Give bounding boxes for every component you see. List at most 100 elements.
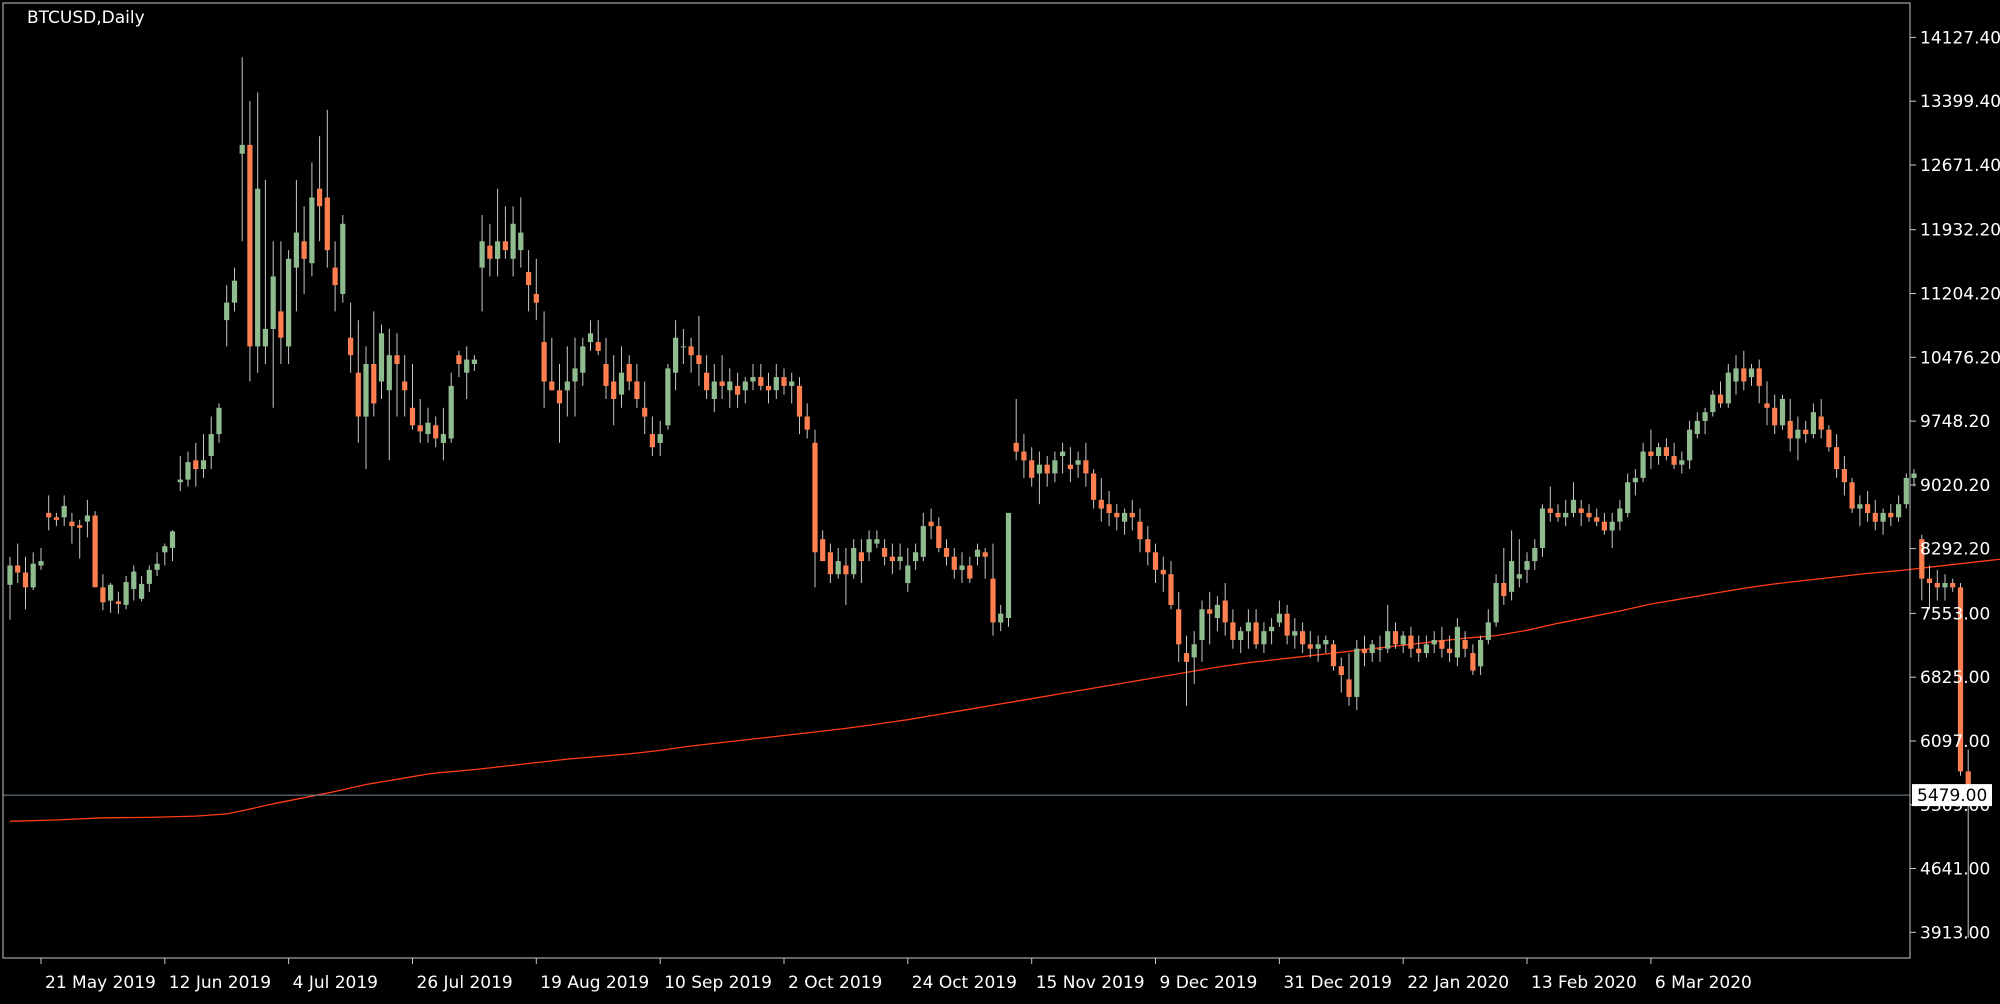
candle bbox=[1145, 526, 1151, 566]
candle bbox=[1934, 569, 1940, 601]
candle bbox=[1911, 469, 1917, 487]
candle-body-bull bbox=[913, 552, 919, 562]
candle bbox=[827, 543, 833, 583]
candle-body-bull bbox=[727, 381, 733, 391]
x-tick-label: 13 Feb 2020 bbox=[1531, 973, 1637, 993]
candle-body-bear bbox=[595, 342, 601, 351]
candle bbox=[1516, 539, 1522, 588]
candle bbox=[719, 355, 725, 399]
candle bbox=[897, 543, 903, 570]
candle-body-bull bbox=[495, 241, 501, 259]
candle-body-bull bbox=[974, 549, 981, 557]
candle-body-bull bbox=[998, 613, 1004, 623]
candle-body-bear bbox=[1950, 583, 1956, 588]
candle bbox=[1826, 425, 1832, 452]
candle bbox=[1632, 469, 1638, 496]
candle bbox=[1733, 355, 1739, 395]
candle-body-bear bbox=[1803, 429, 1809, 435]
candle-body-bull bbox=[1276, 613, 1282, 623]
candle bbox=[146, 565, 152, 592]
candle-body-bear bbox=[1207, 609, 1213, 614]
candle bbox=[1067, 447, 1073, 483]
candle-body-bear bbox=[77, 525, 83, 528]
candle-body-bear bbox=[1717, 394, 1724, 404]
candle bbox=[84, 499, 90, 538]
candle-body-bull bbox=[1733, 368, 1739, 382]
candle-body-bear bbox=[301, 241, 307, 259]
candle-body-bear bbox=[781, 377, 787, 386]
candle-body-bear bbox=[943, 548, 950, 557]
candle-body-bear bbox=[1787, 420, 1793, 439]
x-tick-label: 6 Mar 2020 bbox=[1655, 973, 1752, 993]
candle-body-bull bbox=[773, 377, 779, 391]
candle bbox=[100, 574, 106, 611]
candle bbox=[1160, 556, 1166, 592]
candle bbox=[1547, 486, 1553, 522]
plot-frame bbox=[2, 2, 1911, 959]
candle-body-bull bbox=[185, 462, 191, 480]
candle bbox=[1269, 618, 1275, 645]
candle bbox=[363, 346, 369, 470]
candle bbox=[1005, 512, 1012, 627]
candle bbox=[1129, 499, 1135, 531]
candle-body-bear bbox=[533, 293, 539, 303]
candle bbox=[371, 311, 377, 417]
candle bbox=[417, 399, 423, 443]
candle bbox=[139, 576, 145, 602]
candle bbox=[1818, 399, 1824, 439]
candle bbox=[611, 355, 617, 426]
candle-body-bull bbox=[1694, 420, 1700, 434]
candle-body-bear bbox=[549, 381, 555, 391]
candle bbox=[1756, 359, 1762, 404]
candle-body-bear bbox=[53, 517, 59, 520]
candle bbox=[53, 512, 59, 527]
candle-body-bear bbox=[317, 188, 323, 207]
candle-body-bull bbox=[479, 241, 485, 268]
candle-body-bull bbox=[1702, 412, 1708, 421]
candle-body-bear bbox=[1346, 679, 1352, 697]
y-tick-label: 6825.00 bbox=[1920, 668, 1990, 688]
candle bbox=[1292, 618, 1298, 649]
candle-body-bear bbox=[355, 372, 361, 417]
candle-body-bull bbox=[7, 565, 13, 585]
candle bbox=[765, 372, 772, 404]
candle-body-bear bbox=[1307, 644, 1313, 649]
candle-body-bear bbox=[1957, 587, 1964, 772]
candle-body-bull bbox=[131, 571, 137, 590]
candle-body-bull bbox=[146, 569, 152, 584]
candle-body-bear bbox=[456, 355, 462, 364]
candle bbox=[1454, 618, 1460, 667]
candle-body-bear bbox=[1361, 648, 1368, 654]
candle bbox=[526, 250, 532, 312]
candle bbox=[781, 368, 787, 395]
candle bbox=[711, 364, 717, 413]
candle-body-bull bbox=[1911, 473, 1917, 478]
candle-body-bull bbox=[1942, 583, 1948, 588]
candle bbox=[1431, 631, 1437, 654]
candle-body-bull bbox=[1423, 644, 1429, 654]
candle-body-bull bbox=[1191, 644, 1197, 658]
candle bbox=[1191, 631, 1197, 684]
candle bbox=[1926, 565, 1933, 610]
candle bbox=[301, 206, 307, 294]
candle bbox=[1919, 534, 1925, 601]
candle bbox=[386, 328, 392, 461]
candle-body-bull bbox=[905, 565, 911, 583]
candle bbox=[409, 364, 416, 430]
candle-body-bear bbox=[502, 241, 508, 251]
candle-body-bear bbox=[1183, 653, 1190, 662]
candle-body-bear bbox=[1284, 613, 1290, 636]
candle-body-bull bbox=[169, 531, 176, 548]
x-tick-label: 12 Jun 2019 bbox=[169, 973, 271, 993]
candle bbox=[1199, 600, 1205, 662]
candle-body-bear bbox=[889, 556, 895, 562]
candle-body-bear bbox=[1872, 512, 1878, 522]
candle bbox=[1478, 635, 1484, 675]
candle-body-bull bbox=[293, 232, 299, 268]
candle-body-bull bbox=[38, 561, 44, 566]
candle-body-bear bbox=[719, 381, 725, 386]
candle bbox=[998, 604, 1004, 632]
candle bbox=[1152, 543, 1159, 583]
